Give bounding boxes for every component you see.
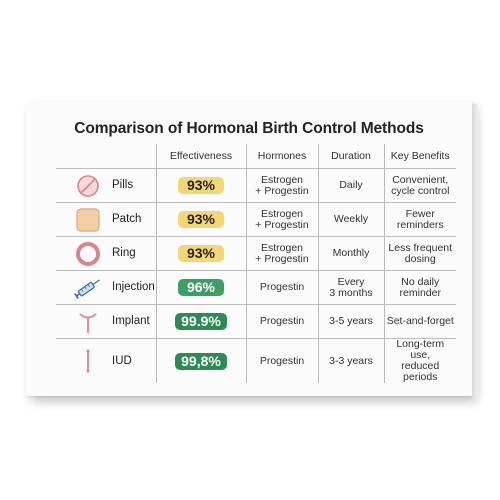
method-cell: IUD [56, 339, 156, 384]
effectiveness-cell: 93% [155, 202, 246, 237]
method-cell: Pills [56, 168, 156, 203]
method-label: Implant [112, 315, 150, 327]
method-cell: Ring [56, 236, 156, 271]
header-duration: Duration [317, 144, 384, 169]
hormones-cell: Estrogen + Progestin [245, 202, 318, 237]
header-row: Effectiveness Hormones Duration Key Bene… [56, 144, 456, 169]
effectiveness-cell: 99.9% [155, 304, 246, 339]
benefits-cell: Convenient, cycle control [383, 168, 456, 203]
effectiveness-badge: 99,8% [175, 352, 227, 370]
method-label: Pills [112, 179, 134, 191]
benefits-line: Convenient, [392, 173, 449, 186]
header-effectiveness: Effectiveness [155, 144, 246, 169]
benefits-line: dosing [404, 252, 436, 265]
table-row: Patch 93% Estrogen + Progestin Weekly Fewer re… [56, 202, 456, 237]
hormones-line: Progestin [259, 281, 305, 293]
table-row: IUD 99,8% Progestin 3-3 years Long-term use,… [56, 338, 456, 384]
benefits-line: Set-and-forget [386, 315, 454, 327]
duration-cell: Monthly [317, 236, 384, 271]
method-label: Patch [112, 213, 142, 225]
hormones-line: + Progestin [255, 252, 309, 265]
benefits-line: No daily [401, 275, 440, 288]
duration-line: 3 months [329, 286, 373, 299]
benefits-line: reminders [396, 218, 444, 231]
method-label: Ring [112, 247, 136, 259]
effectiveness-badge: 93% [178, 211, 224, 228]
method-label: Injection [112, 281, 155, 293]
duration-cell: 3-3 years [317, 338, 384, 383]
method-cell: Patch [56, 202, 156, 237]
poster-title: Comparison of Hormonal Birth Control Met… [74, 120, 424, 137]
duration-line: Monthly [332, 247, 370, 259]
benefits-line: reminder [399, 286, 441, 299]
benefits-line: Fewer [405, 207, 435, 220]
table-row: Implant 99.9% Progestin 3-5 years Set-and-fo… [56, 304, 456, 339]
benefits-cell: Set-and-forget [383, 304, 456, 339]
duration-line: Weekly [333, 213, 369, 225]
hormones-line: + Progestin [255, 184, 309, 197]
patch-icon [72, 207, 104, 233]
syringe-icon [72, 275, 104, 301]
benefits-line: Long-term use, [396, 338, 445, 361]
effectiveness-cell: 93% [155, 236, 246, 271]
method-label: IUD [112, 354, 132, 367]
benefits-cell: Less frequent dosing [383, 236, 456, 271]
ring-icon [72, 241, 104, 267]
hormones-cell: Progestin [245, 338, 318, 383]
iud-icon [72, 348, 104, 374]
hormones-cell: Progestin [245, 270, 318, 305]
header-benefits: Key Benefits [383, 144, 456, 169]
effectiveness-badge: 93% [178, 177, 224, 194]
comparison-table: Effectiveness Hormones Duration Key Bene… [56, 144, 456, 383]
pill-icon [72, 173, 104, 199]
table-row: Ring 93% Estrogen + Progestin Monthly Less fr… [56, 236, 456, 271]
benefits-line: reduced periods [401, 360, 440, 383]
method-cell: Injection [56, 270, 156, 305]
duration-line: 3-3 years [329, 354, 373, 367]
hormones-line: + Progestin [255, 218, 309, 231]
hormones-line: Progestin [259, 315, 305, 327]
duration-cell: Daily [317, 168, 384, 203]
effectiveness-badge: 99.9% [175, 313, 227, 330]
effectiveness-badge: 93% [178, 245, 224, 262]
hormones-line: Estrogen [260, 241, 304, 254]
duration-cell: Weekly [317, 202, 384, 237]
method-cell: Implant [56, 304, 156, 339]
hormones-cell: Progestin [245, 304, 318, 339]
benefits-line: cycle control [391, 184, 450, 197]
implant-icon [72, 309, 104, 335]
benefits-cell: No daily reminder [383, 270, 456, 305]
duration-line: Every [337, 275, 365, 288]
benefits-cell: Long-term use, reduced periods [383, 338, 456, 383]
benefits-cell: Fewer reminders [383, 202, 456, 237]
header-hormones: Hormones [245, 144, 318, 169]
benefits-line: Less frequent [388, 241, 453, 254]
hormones-cell: Estrogen + Progestin [245, 168, 318, 203]
duration-line: Daily [339, 179, 363, 191]
header-method [56, 144, 156, 169]
effectiveness-cell: 96% [155, 270, 246, 305]
hormones-cell: Estrogen + Progestin [245, 236, 318, 271]
hormones-line: Estrogen [260, 207, 304, 220]
table-row: Injection 96% Progestin Every 3 months No dai… [56, 270, 456, 305]
duration-cell: 3-5 years [317, 304, 384, 339]
duration-cell: Every 3 months [317, 270, 384, 305]
effectiveness-badge: 96% [178, 279, 224, 296]
table-row: Pills 93% Estrogen + Progestin Daily Convenie… [56, 168, 456, 203]
effectiveness-cell: 99,8% [155, 338, 246, 383]
effectiveness-cell: 93% [155, 168, 246, 203]
hormones-line: Progestin [259, 354, 305, 367]
duration-line: 3-5 years [329, 315, 373, 327]
poster-canvas: Comparison of Hormonal Birth Control Met… [26, 102, 478, 398]
hormones-line: Estrogen [260, 173, 304, 186]
